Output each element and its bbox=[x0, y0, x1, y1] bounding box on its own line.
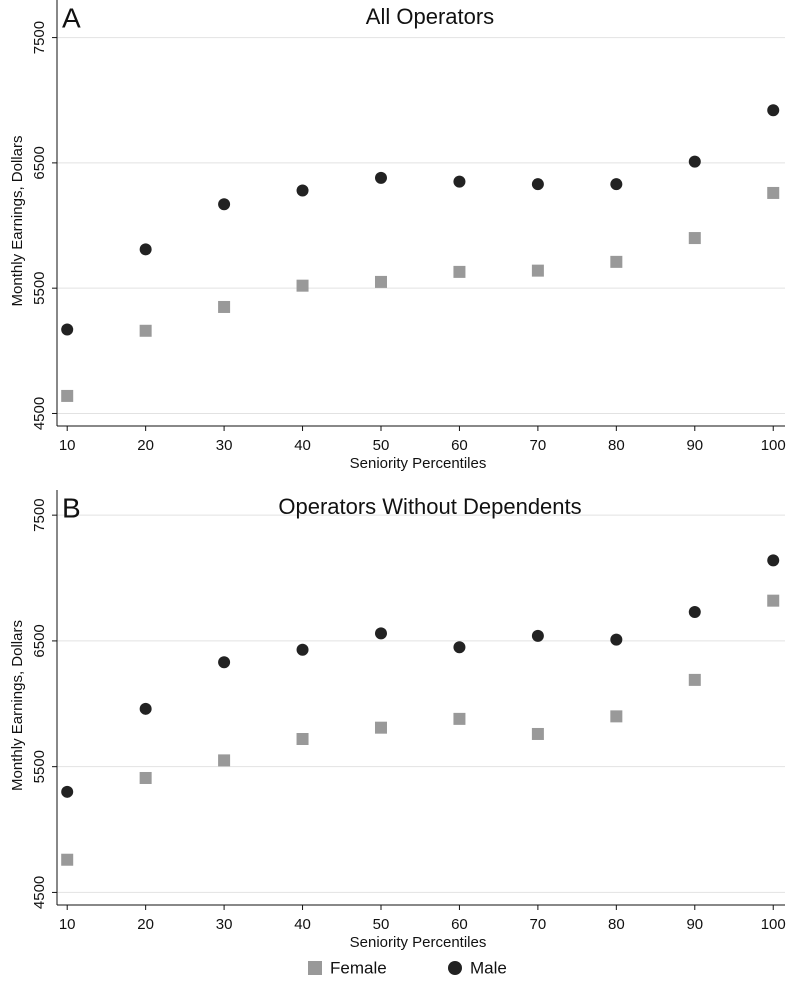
male-marker bbox=[61, 785, 74, 798]
legend-marker bbox=[308, 961, 322, 975]
chart-title: All Operators bbox=[366, 4, 494, 29]
female-marker bbox=[767, 594, 780, 607]
y-axis-title: Monthly Earnings, Dollars bbox=[9, 136, 26, 307]
legend-marker bbox=[448, 961, 462, 975]
x-axis-title: Seniority Percentiles bbox=[350, 455, 487, 472]
x-axis-title: Seniority Percentiles bbox=[350, 934, 487, 951]
male-marker bbox=[139, 243, 152, 256]
female-marker bbox=[374, 721, 387, 734]
y-tick-label: 4500 bbox=[31, 397, 48, 430]
x-tick-label: 40 bbox=[294, 437, 311, 454]
x-tick-label: 20 bbox=[137, 916, 154, 933]
y-tick-label: 7500 bbox=[31, 21, 48, 54]
x-tick-label: 60 bbox=[451, 437, 468, 454]
female-marker bbox=[453, 712, 466, 725]
male-marker bbox=[610, 178, 623, 191]
x-tick-label: 100 bbox=[761, 437, 786, 454]
female-marker bbox=[139, 771, 152, 784]
male-marker bbox=[61, 323, 74, 336]
x-tick-label: 80 bbox=[608, 437, 625, 454]
x-tick-label: 30 bbox=[216, 916, 233, 933]
male-marker bbox=[531, 629, 544, 642]
y-tick-label: 5500 bbox=[31, 750, 48, 783]
panel-label: A bbox=[62, 2, 81, 33]
y-axis-title: Monthly Earnings, Dollars bbox=[9, 620, 26, 791]
female-marker bbox=[218, 300, 231, 313]
male-marker bbox=[374, 171, 387, 184]
female-marker bbox=[531, 727, 544, 740]
x-tick-label: 80 bbox=[608, 916, 625, 933]
male-marker bbox=[218, 656, 231, 669]
female-marker bbox=[296, 279, 309, 292]
male-marker bbox=[688, 155, 701, 168]
female-marker bbox=[688, 232, 701, 245]
female-marker bbox=[61, 853, 74, 866]
y-tick-label: 6500 bbox=[31, 146, 48, 179]
male-marker bbox=[296, 643, 309, 656]
x-tick-label: 50 bbox=[373, 437, 390, 454]
panel-label: B bbox=[62, 492, 81, 523]
female-marker bbox=[688, 673, 701, 686]
x-tick-label: 40 bbox=[294, 916, 311, 933]
x-tick-label: 30 bbox=[216, 437, 233, 454]
female-marker bbox=[139, 324, 152, 337]
x-tick-label: 90 bbox=[686, 916, 703, 933]
x-tick-label: 10 bbox=[59, 437, 76, 454]
y-tick-label: 7500 bbox=[31, 498, 48, 531]
female-marker bbox=[218, 754, 231, 767]
female-marker bbox=[767, 186, 780, 199]
female-marker bbox=[531, 264, 544, 277]
x-tick-label: 60 bbox=[451, 916, 468, 933]
male-marker bbox=[218, 198, 231, 211]
female-marker bbox=[453, 265, 466, 278]
male-marker bbox=[767, 554, 780, 567]
male-marker bbox=[139, 702, 152, 715]
male-marker bbox=[688, 605, 701, 618]
legend-label: Male bbox=[470, 958, 507, 977]
chart-title: Operators Without Dependents bbox=[278, 494, 581, 519]
female-marker bbox=[296, 733, 309, 745]
male-marker bbox=[531, 178, 544, 191]
female-marker bbox=[610, 255, 623, 268]
x-tick-label: 10 bbox=[59, 916, 76, 933]
male-marker bbox=[374, 627, 387, 640]
male-marker bbox=[453, 175, 466, 188]
male-marker bbox=[610, 633, 623, 646]
x-tick-label: 100 bbox=[761, 916, 786, 933]
x-tick-label: 90 bbox=[686, 437, 703, 454]
female-marker bbox=[374, 275, 387, 288]
x-tick-label: 70 bbox=[530, 437, 547, 454]
y-tick-label: 6500 bbox=[31, 624, 48, 657]
male-marker bbox=[296, 184, 309, 197]
x-tick-label: 20 bbox=[137, 437, 154, 454]
female-marker bbox=[61, 389, 74, 402]
y-tick-label: 4500 bbox=[31, 876, 48, 909]
x-tick-label: 70 bbox=[530, 916, 547, 933]
male-marker bbox=[453, 641, 466, 654]
male-marker bbox=[767, 104, 780, 117]
legend-label: Female bbox=[330, 958, 387, 977]
x-tick-label: 50 bbox=[373, 916, 390, 933]
y-tick-label: 5500 bbox=[31, 271, 48, 304]
female-marker bbox=[610, 710, 623, 723]
